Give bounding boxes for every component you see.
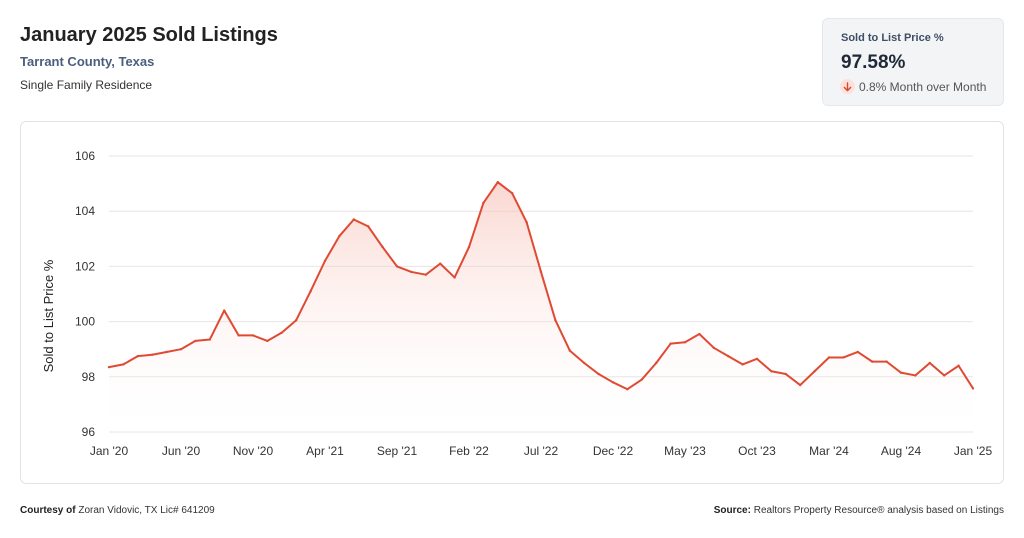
data-point[interactable] bbox=[597, 372, 600, 376]
source-prefix: Source: bbox=[713, 505, 751, 516]
data-point[interactable] bbox=[971, 387, 975, 390]
x-tick-label: Jun '20 bbox=[162, 444, 201, 458]
data-point[interactable] bbox=[424, 273, 427, 276]
data-point[interactable] bbox=[842, 356, 845, 359]
y-tick-label: 104 bbox=[75, 204, 95, 218]
x-tick-label: Feb '22 bbox=[449, 444, 489, 458]
data-point[interactable] bbox=[122, 363, 125, 366]
data-point[interactable] bbox=[194, 339, 197, 343]
data-point[interactable] bbox=[727, 354, 730, 358]
x-tick-label: Nov '20 bbox=[233, 444, 274, 458]
chart-card: 96 98 100 102 104 106 Jan '20 Jun '20 Nov '20 Ap… bbox=[20, 121, 1004, 484]
data-point[interactable] bbox=[741, 363, 744, 366]
source-text: Realtors Property Resource® analysis bas… bbox=[753, 505, 1004, 516]
data-point[interactable] bbox=[583, 361, 586, 365]
y-tick-label: 106 bbox=[75, 149, 95, 163]
data-point[interactable] bbox=[856, 350, 859, 354]
data-point[interactable] bbox=[352, 218, 355, 221]
data-point[interactable] bbox=[208, 338, 211, 341]
data-point[interactable] bbox=[309, 290, 312, 293]
data-point[interactable] bbox=[295, 319, 298, 322]
data-point[interactable] bbox=[943, 374, 946, 377]
data-point[interactable] bbox=[539, 270, 543, 274]
data-point[interactable] bbox=[611, 381, 615, 384]
y-tick-label: 100 bbox=[75, 315, 95, 329]
data-point[interactable] bbox=[640, 378, 643, 381]
courtesy-note: Courtesy of Zoran Vidovic, TX Lic# 64120… bbox=[20, 505, 215, 516]
data-point[interactable] bbox=[136, 354, 139, 358]
data-point[interactable] bbox=[496, 181, 499, 184]
source-note: Source: Realtors Property Resource® anal… bbox=[714, 505, 1004, 516]
data-point[interactable] bbox=[439, 262, 442, 265]
data-point[interactable] bbox=[251, 334, 255, 337]
data-point[interactable] bbox=[367, 225, 370, 228]
data-point[interactable] bbox=[179, 348, 183, 351]
y-tick-label: 96 bbox=[82, 425, 96, 439]
x-tick-label: Jan '20 bbox=[90, 444, 129, 458]
x-tick-label: Dec '22 bbox=[593, 444, 634, 458]
property-type: Single Family Residence bbox=[20, 78, 153, 92]
data-point[interactable] bbox=[223, 309, 226, 312]
location-subtitle: Tarrant County, Texas bbox=[20, 54, 155, 69]
data-point[interactable] bbox=[395, 265, 399, 268]
data-point[interactable] bbox=[568, 349, 571, 352]
data-point[interactable] bbox=[323, 259, 327, 263]
data-point[interactable] bbox=[770, 370, 773, 373]
kpi-value: 97.58% bbox=[841, 52, 906, 73]
kpi-change-text: 0.8% Month over Month bbox=[859, 79, 987, 94]
sold-to-list-chart: 96 98 100 102 104 106 Jan '20 Jun '20 Nov '20 Ap… bbox=[41, 149, 993, 458]
x-tick-label: Mar '24 bbox=[809, 444, 849, 458]
x-tick-label: Oct '23 bbox=[738, 444, 776, 458]
data-point[interactable] bbox=[381, 245, 384, 249]
courtesy-prefix: Courtesy of bbox=[20, 505, 76, 516]
data-point[interactable] bbox=[885, 360, 888, 363]
data-point[interactable] bbox=[511, 192, 514, 195]
data-point[interactable] bbox=[698, 332, 701, 336]
area-fill bbox=[109, 182, 973, 432]
data-point[interactable] bbox=[871, 360, 874, 363]
data-point[interactable] bbox=[482, 201, 485, 205]
y-axis-label: Sold to List Price % bbox=[41, 259, 56, 372]
courtesy-text: Zoran Vidovic, TX Lic# 641209 bbox=[78, 505, 215, 516]
data-point[interactable] bbox=[280, 331, 283, 334]
data-point[interactable] bbox=[410, 270, 413, 274]
data-point[interactable] bbox=[784, 372, 787, 376]
data-point[interactable] bbox=[799, 383, 802, 387]
x-tick-label: Aug '24 bbox=[881, 444, 922, 458]
x-tick-label: Sep '21 bbox=[377, 444, 418, 458]
data-point[interactable] bbox=[266, 339, 269, 343]
kpi-change: 0.8% Month over Month bbox=[840, 79, 986, 94]
data-point[interactable] bbox=[626, 388, 629, 391]
data-point[interactable] bbox=[683, 341, 687, 344]
x-tick-label: May '23 bbox=[664, 444, 706, 458]
data-point[interactable] bbox=[957, 364, 960, 367]
x-tick-label: Apr '21 bbox=[306, 444, 344, 458]
kpi-label: Sold to List Price % bbox=[841, 32, 944, 44]
data-point[interactable] bbox=[107, 365, 111, 369]
data-point[interactable] bbox=[453, 276, 456, 279]
data-point[interactable] bbox=[467, 245, 471, 249]
data-point[interactable] bbox=[655, 361, 658, 365]
data-point[interactable] bbox=[899, 371, 903, 374]
data-point[interactable] bbox=[525, 221, 528, 224]
data-point[interactable] bbox=[165, 350, 168, 354]
y-tick-label: 98 bbox=[82, 370, 96, 384]
data-point[interactable] bbox=[928, 361, 931, 365]
data-point[interactable] bbox=[338, 234, 341, 238]
data-point[interactable] bbox=[669, 342, 672, 345]
data-point[interactable] bbox=[813, 370, 816, 373]
data-point[interactable] bbox=[554, 319, 557, 322]
y-tick-label: 102 bbox=[75, 259, 95, 273]
arrow-down-icon bbox=[840, 79, 855, 94]
data-point[interactable] bbox=[914, 374, 917, 377]
x-tick-label: Jan '25 bbox=[954, 444, 993, 458]
page-title: January 2025 Sold Listings bbox=[20, 24, 278, 46]
x-tick-label: Jul '22 bbox=[524, 444, 559, 458]
data-point[interactable] bbox=[151, 353, 154, 356]
kpi-card: Sold to List Price % 97.58% 0.8% Month o… bbox=[822, 18, 1004, 106]
data-point[interactable] bbox=[827, 356, 831, 359]
data-point[interactable] bbox=[237, 334, 240, 337]
data-point[interactable] bbox=[755, 357, 759, 361]
data-point[interactable] bbox=[712, 346, 715, 350]
